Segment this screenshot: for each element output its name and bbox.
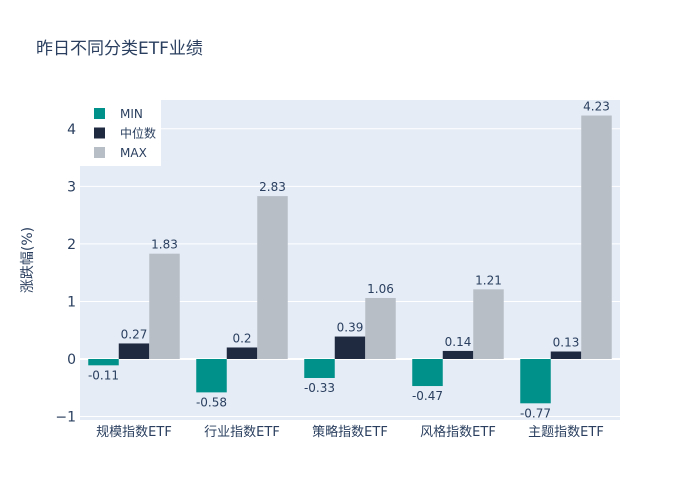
bar-MAX	[581, 115, 612, 359]
y-axis-title: 涨跌幅(%)	[20, 227, 36, 293]
bar-中位数	[550, 351, 582, 359]
x-tick-label: 主题指数ETF	[528, 425, 604, 440]
bar-MIN	[304, 358, 335, 378]
legend-swatch	[94, 127, 105, 139]
chart-title: 昨日不同分类ETF业绩	[36, 39, 203, 59]
x-tick-label: 行业指数ETF	[204, 425, 280, 440]
data-label: 4.23	[583, 100, 610, 114]
legend-box	[80, 100, 161, 166]
data-label: -0.11	[88, 368, 119, 382]
data-label: 1.83	[151, 238, 178, 252]
x-tick-label: 规模指数ETF	[96, 425, 172, 440]
data-label: 1.21	[475, 273, 502, 287]
legend-label: 中位数	[120, 126, 156, 141]
data-label: 2.83	[259, 180, 286, 194]
x-tick-label: 风格指数ETF	[420, 424, 496, 440]
y-tick-label: 1	[67, 294, 76, 310]
data-label: -0.58	[196, 395, 227, 409]
bar-MIN	[88, 358, 119, 366]
bar-MAX	[365, 297, 396, 359]
data-label: 1.06	[367, 282, 394, 296]
legend-swatch	[94, 108, 105, 119]
y-tick-label: 4	[67, 122, 76, 138]
y-tick-label: 3	[67, 179, 76, 195]
bar-中位数	[226, 347, 258, 359]
data-label: -0.47	[412, 389, 443, 403]
bar-MIN	[412, 358, 443, 387]
data-label: 0.14	[445, 335, 472, 349]
bar-MIN	[520, 358, 551, 404]
bar-中位数	[442, 350, 474, 359]
data-label: 0.27	[121, 327, 148, 341]
bar-MIN	[196, 358, 227, 393]
data-label: 0.2	[232, 331, 251, 345]
y-tick-label: −1	[55, 410, 76, 426]
legend-label: MAX	[120, 146, 147, 160]
legend-label: MIN	[120, 107, 143, 121]
data-label: -0.77	[520, 406, 551, 420]
data-label: 0.39	[337, 321, 364, 335]
bar-中位数	[118, 343, 150, 359]
data-label: 0.13	[553, 336, 580, 350]
y-tick-label: 0	[67, 352, 76, 368]
y-tick-label: 2	[67, 237, 76, 253]
bar-MAX	[149, 253, 180, 359]
bar-中位数	[334, 336, 366, 359]
x-tick-label: 策略指数ETF	[312, 424, 388, 440]
legend-swatch	[94, 147, 105, 158]
data-label: -0.33	[304, 381, 335, 395]
bar-MAX	[257, 196, 288, 359]
bar-MAX	[473, 289, 504, 359]
